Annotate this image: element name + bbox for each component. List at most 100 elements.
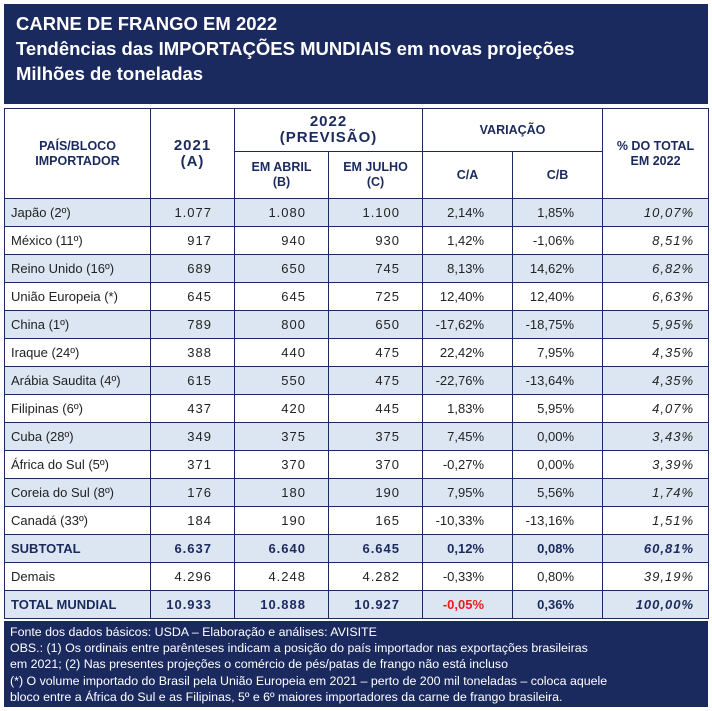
cell-country: Iraque (24º) [4, 338, 151, 367]
cell-b: 420 [234, 394, 329, 423]
cell-b: 645 [234, 282, 329, 311]
cell-a: 371 [150, 450, 235, 479]
table-row: TOTAL MUNDIAL 10.933 10.888 10.927 -0,05% 0,3… [4, 590, 710, 619]
cell-c: 445 [327, 394, 424, 423]
cell-a: 6.637 [150, 534, 235, 563]
cell-a: 917 [150, 226, 235, 255]
cell-ca: -10,33% [422, 506, 514, 535]
cell-cb: -13,16% [512, 506, 604, 535]
cell-b: 375 [234, 422, 329, 451]
cell-a: 4.296 [150, 562, 235, 591]
title-line-2: Tendências das IMPORTAÇÕES MUNDIAIS em n… [16, 38, 575, 59]
cell-b: 190 [234, 506, 329, 535]
table-row: União Europeia (*) 645 645 725 12,40% 12,40% 6… [4, 282, 710, 311]
cell-ca: 8,13% [422, 254, 514, 283]
cell-share: 4,35% [602, 338, 710, 367]
footnote-obs-2: em 2021; (2) Nas presentes projeções o c… [10, 657, 508, 672]
cell-a: 615 [150, 366, 235, 395]
cell-a: 689 [150, 254, 235, 283]
cell-ca: -0,33% [422, 562, 514, 591]
cell-country: Filipinas (6º) [4, 394, 151, 423]
table-row: SUBTOTAL 6.637 6.640 6.645 0,12% 0,08% 60,81% [4, 534, 710, 563]
cell-a: 388 [150, 338, 235, 367]
cell-country: China (1º) [4, 310, 151, 339]
col-header-variacao: VARIAÇÃO [422, 108, 604, 152]
cell-ca: -0,27% [422, 450, 514, 479]
cell-c: 6.645 [327, 534, 424, 563]
table-row: Japão (2º) 1.077 1.080 1.100 2,14% 1,85% 10,07… [4, 198, 710, 227]
cell-share: 5,95% [602, 310, 710, 339]
title-line-1: CARNE DE FRANGO EM 2022 [16, 13, 278, 34]
infographic: CARNE DE FRANGO EM 2022 Tendências das I… [4, 4, 710, 707]
cell-ca: 7,95% [422, 478, 514, 507]
cell-ca: 7,45% [422, 422, 514, 451]
col-header-share: % DO TOTAL EM 2022 [602, 108, 710, 199]
cell-c: 375 [327, 422, 424, 451]
imports-table: PAÍS/BLOCO IMPORTADOR 2021 (A) 2022 (PREVIS… [4, 108, 710, 619]
cell-b: 940 [234, 226, 329, 255]
cell-a: 437 [150, 394, 235, 423]
cell-share: 60,81% [602, 534, 710, 563]
cell-c: 930 [327, 226, 424, 255]
col-header-cb: C/B [512, 151, 604, 199]
cell-share: 8,51% [602, 226, 710, 255]
cell-c: 370 [327, 450, 424, 479]
table-row: Coreia do Sul (8º) 176 180 190 7,95% 5,56% 1,7… [4, 478, 710, 507]
cell-c: 10.927 [327, 590, 424, 619]
cell-share: 10,07% [602, 198, 710, 227]
table-row: Demais 4.296 4.248 4.282 -0,33% 0,80% 39,19% [4, 562, 710, 591]
cell-c: 190 [327, 478, 424, 507]
cell-cb: 14,62% [512, 254, 604, 283]
cell-share: 6,63% [602, 282, 710, 311]
col-header-julho: EM JULHO (C) [327, 151, 424, 199]
cell-country: África do Sul (5º) [4, 450, 151, 479]
col-header-country: PAÍS/BLOCO IMPORTADOR [4, 108, 151, 199]
cell-country: Canadá (33º) [4, 506, 151, 535]
cell-b: 1.080 [234, 198, 329, 227]
table-row: Reino Unido (16º) 689 650 745 8,13% 14,62% 6,8… [4, 254, 710, 283]
table-row: África do Sul (5º) 371 370 370 -0,27% 0,00% 3,… [4, 450, 710, 479]
cell-c: 650 [327, 310, 424, 339]
cell-share: 1,51% [602, 506, 710, 535]
cell-b: 550 [234, 366, 329, 395]
cell-c: 745 [327, 254, 424, 283]
cell-cb: 12,40% [512, 282, 604, 311]
table-row: China (1º) 789 800 650 -17,62% -18,75% 5,95% [4, 310, 710, 339]
cell-ca: 0,12% [422, 534, 514, 563]
cell-share: 1,74% [602, 478, 710, 507]
cell-b: 180 [234, 478, 329, 507]
cell-c: 725 [327, 282, 424, 311]
cell-share: 100,00% [602, 590, 710, 619]
cell-share: 4,07% [602, 394, 710, 423]
cell-share: 3,39% [602, 450, 710, 479]
cell-country: TOTAL MUNDIAL [4, 590, 151, 619]
cell-b: 4.248 [234, 562, 329, 591]
col-header-2021: 2021 (A) [150, 108, 235, 199]
cell-cb: 0,80% [512, 562, 604, 591]
table-row: Arábia Saudita (4º) 615 550 475 -22,76% -13,6… [4, 366, 710, 395]
cell-country: Arábia Saudita (4º) [4, 366, 151, 395]
cell-ca: -22,76% [422, 366, 514, 395]
cell-b: 800 [234, 310, 329, 339]
cell-a: 349 [150, 422, 235, 451]
footnotes: Fonte dos dados básicos: USDA – Elaboraç… [4, 621, 708, 707]
cell-ca: 12,40% [422, 282, 514, 311]
footnote-obs-1: OBS.: (1) Os ordinais entre parênteses i… [10, 641, 588, 656]
cell-country: Reino Unido (16º) [4, 254, 151, 283]
cell-ca: 1,83% [422, 394, 514, 423]
col-header-ca: C/A [422, 151, 514, 199]
cell-country: Demais [4, 562, 151, 591]
cell-b: 6.640 [234, 534, 329, 563]
cell-share: 6,82% [602, 254, 710, 283]
cell-country: SUBTOTAL [4, 534, 151, 563]
cell-cb: 5,56% [512, 478, 604, 507]
cell-a: 184 [150, 506, 235, 535]
cell-cb: 0,08% [512, 534, 604, 563]
cell-a: 176 [150, 478, 235, 507]
cell-c: 165 [327, 506, 424, 535]
cell-cb: 5,95% [512, 394, 604, 423]
cell-cb: -13,64% [512, 366, 604, 395]
cell-c: 475 [327, 366, 424, 395]
cell-ca: 2,14% [422, 198, 514, 227]
cell-a: 1.077 [150, 198, 235, 227]
